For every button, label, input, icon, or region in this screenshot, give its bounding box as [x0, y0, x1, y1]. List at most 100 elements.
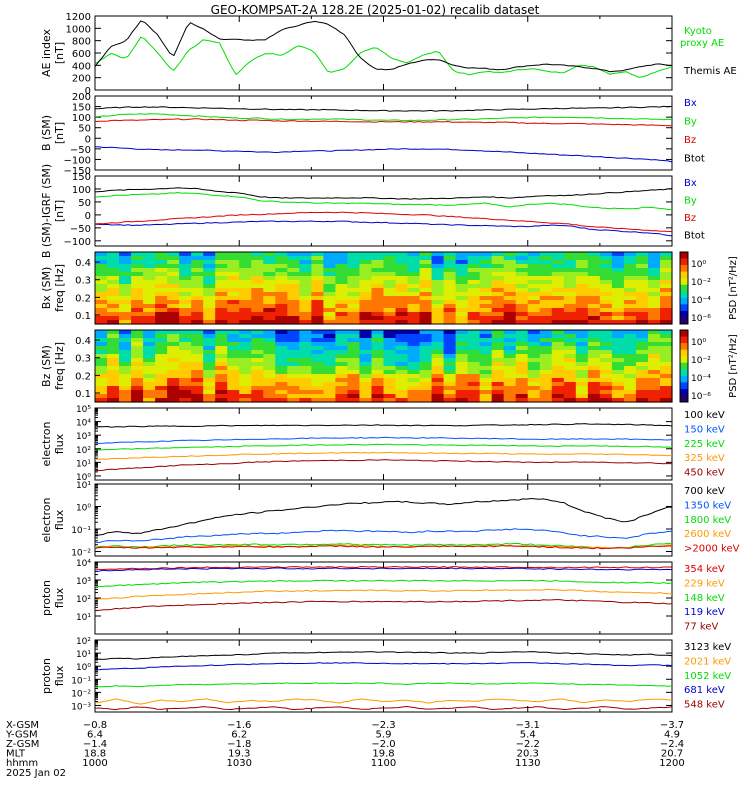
spectrogram-cell — [299, 334, 312, 339]
spectrogram-cell — [335, 394, 349, 399]
spectrogram-cell — [215, 256, 228, 261]
spectrogram-cell — [623, 252, 637, 257]
spectrogram-cell — [407, 378, 421, 383]
chart-title: GEO-KOMPSAT-2A 128.2E (2025-01-02) recal… — [211, 3, 540, 17]
spectrogram-cell — [551, 338, 565, 343]
spectrogram-cell — [479, 304, 493, 309]
spectrogram-cell — [515, 292, 529, 297]
spectrogram-cell — [107, 354, 120, 359]
spectrogram-cell — [131, 338, 144, 343]
spectrogram-cell — [563, 272, 577, 277]
spectrogram-cell — [383, 264, 397, 269]
spectrogram-cell — [599, 350, 613, 355]
spectrogram-cell — [455, 260, 469, 265]
y-tick-label: 10³ — [76, 432, 91, 442]
spectrogram-cell — [203, 272, 216, 277]
spectrogram-cell — [419, 280, 433, 285]
spectrogram-cell — [215, 370, 228, 375]
spectrogram-cell — [167, 272, 180, 277]
spectrogram-cell — [263, 272, 276, 277]
spectrogram-cell — [635, 276, 649, 281]
spectrogram-cell — [155, 308, 168, 313]
spectrogram-cell — [335, 276, 349, 281]
spectrogram-cell — [491, 264, 505, 269]
spectrogram-cell — [503, 374, 517, 379]
spectrogram-cell — [203, 366, 216, 371]
spectrogram-cell — [359, 378, 373, 383]
spectrogram-cell — [587, 296, 601, 301]
spectrogram-cell — [251, 296, 264, 301]
spectrogram-cell — [611, 358, 625, 363]
series-line — [94, 436, 673, 444]
spectrogram-cell — [455, 320, 469, 325]
spectrogram-cell — [515, 296, 529, 301]
spectrogram-cell — [623, 362, 637, 367]
spectrogram-cell — [419, 378, 433, 383]
spectrogram-cell — [371, 264, 385, 269]
spectrogram-cell — [191, 362, 204, 367]
spectrogram-cell — [611, 378, 625, 383]
spectrogram-cell — [383, 382, 397, 387]
series-line — [94, 698, 673, 705]
spectrogram-cell — [611, 386, 625, 391]
spectrogram-cell — [419, 268, 433, 273]
spectrogram-cell — [587, 276, 601, 281]
spectrogram-cell — [611, 320, 625, 325]
y-tick-label: 0 — [85, 134, 91, 145]
spectrogram-cell — [551, 358, 565, 363]
spectrogram-cell — [251, 284, 264, 289]
spectrogram-cell — [431, 268, 445, 273]
spectrogram-cell — [155, 382, 168, 387]
spectrogram-cell — [227, 280, 240, 285]
spectrogram-cell — [539, 346, 553, 351]
spectrogram-cell — [335, 292, 349, 297]
spectrogram-cell — [563, 366, 577, 371]
spectrogram-cell — [251, 272, 264, 277]
spectrogram-cell — [623, 366, 637, 371]
spectrogram-cell — [359, 338, 373, 343]
spectrogram-cell — [107, 330, 120, 335]
spectrogram-cell — [191, 280, 204, 285]
y-tick-label: 200 — [72, 92, 91, 103]
spectrogram-cell — [371, 370, 385, 375]
spectrogram-cell — [299, 350, 312, 355]
spectrogram-cell — [467, 320, 481, 325]
spectrogram-cell — [539, 308, 553, 313]
spectrogram-cell — [383, 334, 397, 339]
spectrogram-cell — [299, 382, 312, 387]
spectrogram-cell — [335, 280, 349, 285]
spectrogram-cell — [239, 300, 252, 305]
spectrogram-cell — [335, 338, 349, 343]
colorbar-segment — [680, 271, 688, 279]
spectrogram-cell — [491, 280, 505, 285]
spectrogram-cell — [287, 316, 300, 321]
spectrogram-cell — [515, 382, 529, 387]
spectrogram-cell — [599, 338, 613, 343]
spectrogram-cell — [311, 346, 324, 351]
spectrogram-cell — [131, 366, 144, 371]
spectrogram-cell — [167, 304, 180, 309]
spectrogram-cell — [191, 276, 204, 281]
spectrogram-cell — [395, 260, 409, 265]
spectrogram-cell — [239, 350, 252, 355]
ephemeris-value: 4.9 — [664, 730, 680, 741]
spectrogram-cell — [611, 256, 625, 261]
spectrogram-cell — [587, 330, 601, 335]
spectrogram-cell — [395, 296, 409, 301]
spectrogram-cell — [119, 276, 132, 281]
spectrogram-cell — [587, 374, 601, 379]
spectrogram-cell — [275, 284, 288, 289]
legend-entry: 450 keV — [684, 468, 725, 479]
spectrogram-cell — [155, 386, 168, 391]
spectrogram-cell — [419, 334, 433, 339]
spectrogram-cell — [587, 390, 601, 395]
spectrogram-cell — [119, 350, 132, 355]
spectrogram-cell — [431, 362, 445, 367]
spectrogram-cell — [623, 316, 637, 321]
spectrogram-cell — [287, 390, 300, 395]
spectrogram-cell — [467, 288, 481, 293]
spectrogram-cell — [263, 308, 276, 313]
spectrogram-cell — [539, 264, 553, 269]
spectrogram-cell — [347, 378, 361, 383]
spectrogram-cell — [191, 378, 204, 383]
